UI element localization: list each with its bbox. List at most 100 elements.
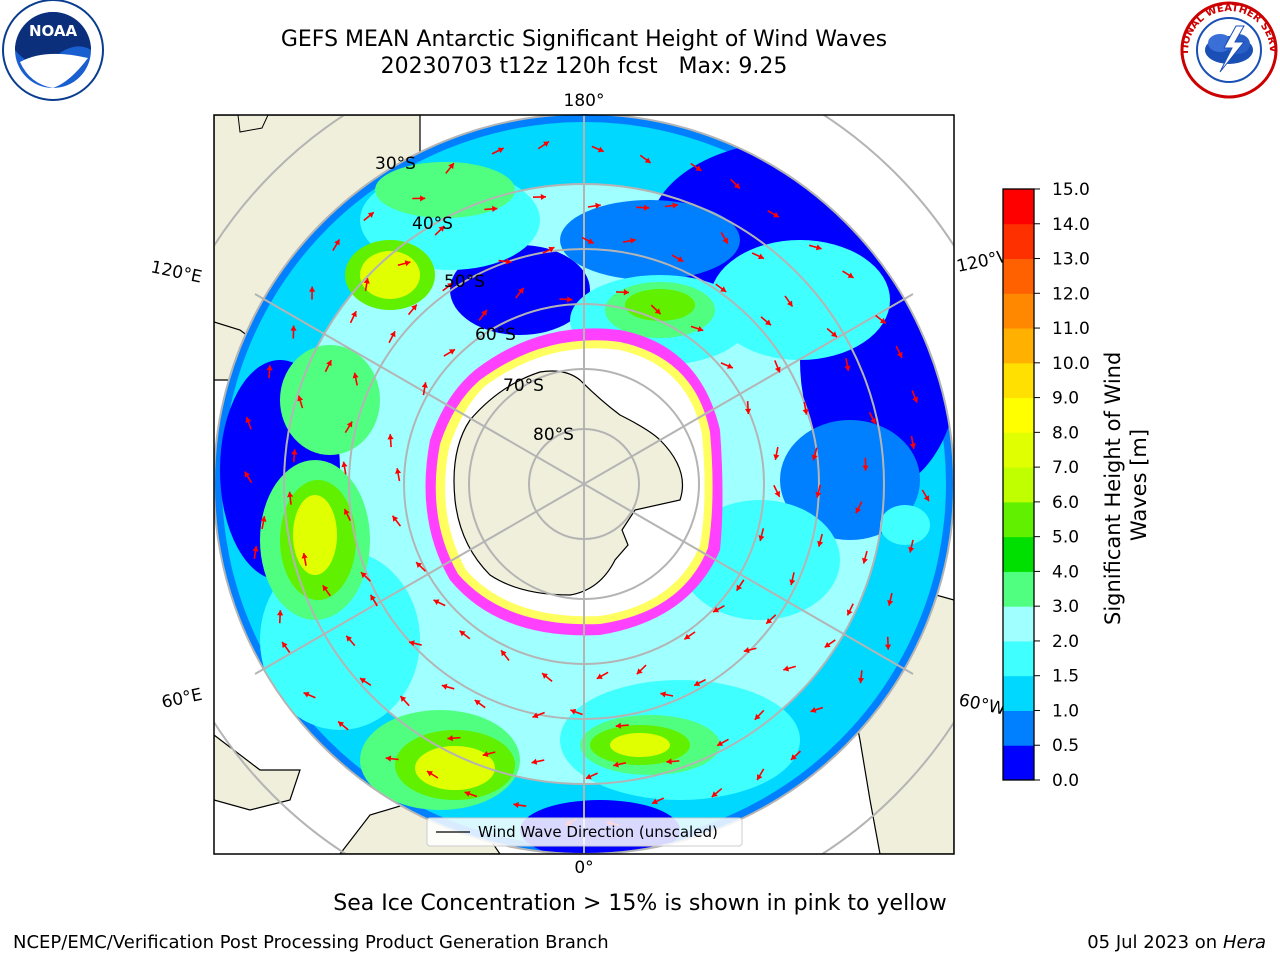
wind-arrow-head [736,584,743,591]
wind-arrow-head [464,790,471,797]
colorbar-segment [1003,258,1034,294]
wind-arrow-head [587,238,594,244]
wind-arrow-head [395,468,402,474]
wind-arrow-head [370,594,376,601]
wind-arrow-head [363,278,370,284]
wind-arrow-head [654,308,661,315]
wind-arrow-head [341,461,348,468]
sea-ice-caption: Sea Ice Concentration > 15% is shown in … [333,891,947,916]
colorbar-frame [1002,188,1035,781]
footer-host: Hera [1222,932,1266,953]
lon-label-right-lower: 60°W [957,690,1007,719]
colorbar-tick-label: 9.0 [1052,389,1079,409]
wind-arrow-head [744,408,752,415]
lon-label-left-upper: 120°E [149,257,204,287]
wind-arrow-head [697,325,704,332]
wind-arrow-head [447,282,454,289]
wind-arrow-head [542,673,548,679]
wind-arrow-head [783,665,790,672]
wind-arrow-head [802,409,809,415]
wind-arrow-head [824,641,831,648]
wind-arrow-head [790,754,797,760]
wind-arrow-head [815,244,822,251]
wind-arrow-head [847,272,854,278]
footer-date: 05 Jul 2023 on [1087,932,1223,953]
colorbar-segment [1003,606,1034,642]
wind-arrow-head [636,668,643,675]
wind-arrow-head [831,331,837,338]
wind-arrow-head [346,635,352,642]
colorbar-segment [1003,640,1034,677]
wind-arrow-head [630,237,636,244]
wind-arrow-head [540,193,546,201]
wind-arrow-head [518,287,524,294]
wind-arrow-head [766,617,773,624]
wind-arrow-head [596,673,603,679]
wind-arrow-head [326,360,332,367]
colorbar-tick-label: 0.0 [1052,771,1079,791]
wind-arrow-head [531,758,538,765]
nws-logo: NATIONAL WEATHER SERVICE [1178,0,1278,99]
wind-arrow-head [282,641,288,648]
lat-labels: 30°S 40°S 50°S 60°S 70°S 80°S [375,154,574,445]
wind-arrow-head [855,507,862,514]
wind-arrow-head [497,147,504,154]
footer-left: NCEP/EMC/Verification Post Processing Pr… [13,932,609,953]
colorbar-title-line2: Waves [m] [1127,429,1151,541]
wind-arrow-head [879,317,886,324]
wind-arrow-head [513,801,519,809]
wind-arrow-head [713,606,720,613]
colorbar-tick-label: 13.0 [1052,250,1090,270]
wind-arrow-head [301,552,308,559]
wind-arrow-head [666,758,672,765]
wind-arrow-head [773,454,780,460]
wind-arrow-head [245,417,252,423]
wind-arrow-head [644,157,651,164]
wind-arrow-head [660,691,667,698]
colorbar-tick-label: 12.0 [1052,284,1090,304]
wind-arrow-head [789,579,796,586]
wind-arrow-head [389,331,396,338]
wind-arrow-head [815,491,822,498]
wind-arrow-head [597,146,604,153]
wind-arrow-head [711,791,718,797]
wind-arrow-head [844,365,851,372]
wind-arrow-head [774,366,781,373]
wind-arrow-head [786,300,793,307]
wind-arrow-head [352,372,359,379]
wind-arrow-head [411,304,417,311]
wind-arrow-head [252,546,259,552]
wind-arrow-head [334,239,340,246]
wind-arrow-head [400,696,407,702]
wind-arrow-head [448,163,454,170]
colorbar-tick-label: 8.0 [1052,423,1079,443]
colorbar-tick-label: 14.0 [1052,215,1090,235]
wind-arrow-head [570,708,577,715]
colorbar-tick-label: 15.0 [1052,180,1090,200]
wind-arrow-head [532,712,539,719]
lon-label-top: 180° [564,91,605,111]
wind-arrow-head [481,309,487,316]
colorbar-segment [1003,536,1034,572]
wind-arrow-head [870,417,876,424]
wind-arrow-head [543,141,550,147]
wind-arrow-head [344,508,350,515]
wind-arrow-head [695,165,702,171]
wind-arrow-head [643,204,650,211]
colorbar-title: Significant Height of Wind Waves [m] [1101,345,1151,625]
lon-label-bottom: 0° [574,858,593,878]
colorbar-tick-label: 2.0 [1052,632,1079,652]
colorbar-segment [1003,362,1034,399]
wind-arrow-head [677,256,684,262]
legend-label: Wind Wave Direction (unscaled) [478,823,718,841]
wind-arrow-head [474,699,481,706]
wind-arrow-head [694,680,701,686]
colorbar-tick-label: 1.0 [1052,701,1079,721]
wind-arrow-head [244,471,251,478]
wind-arrow-head [492,205,498,212]
wind-arrow-head [884,644,892,650]
wind-arrow-head [359,678,366,684]
wind-arrow-head [672,202,678,209]
colorbar-segment [1003,710,1034,746]
colorbar-segment [1003,501,1034,538]
